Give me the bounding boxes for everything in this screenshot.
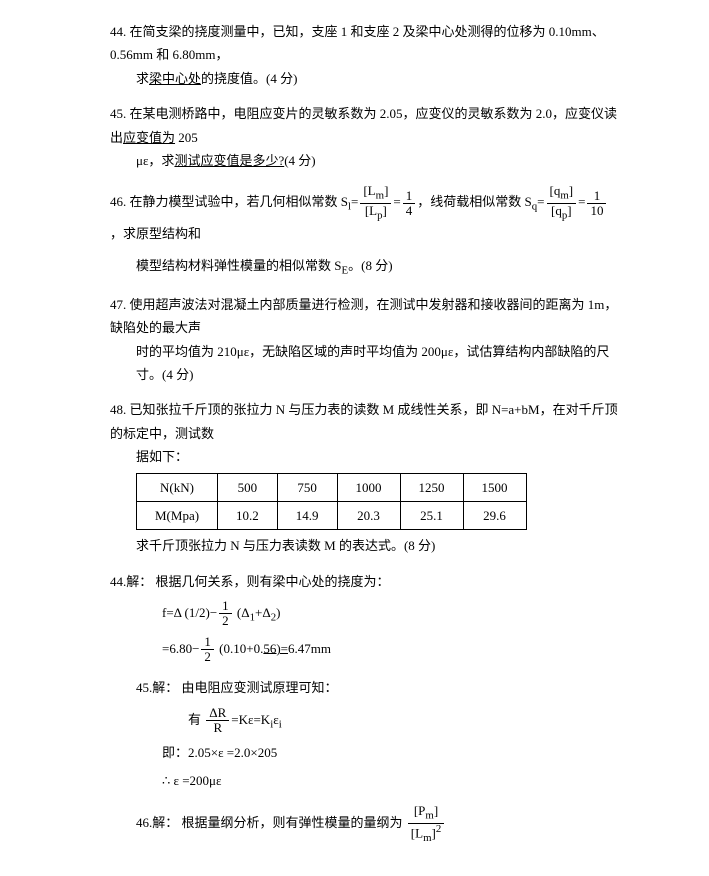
q-num: 45.: [110, 106, 126, 121]
eq-line: ∴ ε =200με: [110, 769, 619, 792]
q-text: 在简支梁的挠度测量中，已知，支座 1 和支座 2 及梁中心处测得的位移为 0.1…: [110, 24, 605, 62]
a-label: 45.解：: [136, 680, 178, 695]
q-num: 46.: [110, 194, 126, 209]
question-44: 44. 在简支梁的挠度测量中，已知，支座 1 和支座 2 及梁中心处测得的位移为…: [110, 20, 619, 90]
fraction: [qm][qp]: [547, 184, 577, 222]
a-label: 46.解：: [136, 815, 178, 830]
q-num: 48.: [110, 402, 126, 417]
question-45: 45. 在某电测桥路中，电阻应变片的灵敏系数为 2.05，应变仪的灵敏系数为 2…: [110, 102, 619, 172]
question-48: 48. 已知张拉千斤顶的张拉力 N 与压力表的读数 M 成线性关系，即 N=a+…: [110, 398, 619, 557]
data-table: N(kN) 500 750 1000 1250 1500 M(Mpa) 10.2…: [136, 473, 527, 531]
eq-line: 有 ΔRR=Kε=Kiεi: [110, 706, 619, 736]
fraction: 14: [403, 189, 416, 219]
q-line2: 求梁中心处的挠度值。(4 分): [110, 67, 619, 90]
eq-line: 即：2.05×ε =2.0×205: [110, 741, 619, 764]
fraction: 12: [201, 635, 214, 665]
eq-line: f=Δ (1/2)−12 (Δ1+Δ2): [110, 599, 619, 629]
table-row: N(kN) 500 750 1000 1250 1500: [137, 473, 527, 501]
fraction: 12: [219, 599, 232, 629]
fraction: 110: [587, 189, 606, 219]
eq-line: =6.80−12 (0.10+0.56)=6.47mm: [110, 635, 619, 665]
answer-44: 44.解： 根据几何关系，则有梁中心处的挠度为： f=Δ (1/2)−12 (Δ…: [110, 570, 619, 665]
q-line2: 据如下：: [110, 445, 619, 468]
q-line2: με，求测试应变值是多少?(4 分): [110, 149, 619, 172]
q-line3: 求千斤顶张拉力 N 与压力表读数 M 的表达式。(8 分): [110, 534, 619, 557]
a-label: 44.解：: [110, 574, 152, 589]
q-line2: 模型结构材料弹性模量的相似常数 SE。(8 分): [110, 254, 619, 281]
table-row: M(Mpa) 10.2 14.9 20.3 25.1 29.6: [137, 501, 527, 529]
q-num: 44.: [110, 24, 126, 39]
fraction: ΔRR: [206, 706, 229, 736]
q-num: 47.: [110, 297, 126, 312]
q-line2: 时的平均值为 210με，无缺陷区域的声时平均值为 200με，试估算结构内部缺…: [110, 340, 619, 387]
fraction: [Pm] [Lm]2: [408, 804, 444, 844]
question-47: 47. 使用超声波法对混凝土内部质量进行检测，在测试中发射器和接收器间的距离为 …: [110, 293, 619, 387]
answer-45: 45.解： 由电阻应变测试原理可知： 有 ΔRR=Kε=Kiεi 即：2.05×…: [110, 676, 619, 792]
answer-46: 46.解： 根据量纲分析，则有弹性模量的量纲为 [Pm] [Lm]2: [110, 804, 619, 844]
question-46: 46. 在静力模型试验中，若几何相似常数 Sl=[Lm][Lp]=14，线荷载相…: [110, 184, 619, 280]
fraction: [Lm][Lp]: [360, 184, 391, 222]
